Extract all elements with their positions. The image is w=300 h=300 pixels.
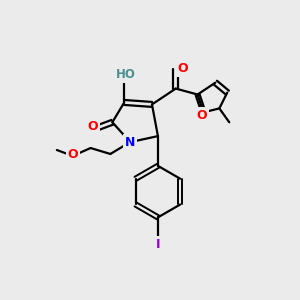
Text: I: I — [156, 238, 160, 250]
Text: HO: HO — [116, 68, 136, 81]
Text: O: O — [68, 148, 78, 161]
Text: N: N — [125, 136, 135, 148]
Text: O: O — [177, 62, 188, 75]
Text: O: O — [196, 109, 207, 122]
Text: O: O — [87, 120, 98, 133]
